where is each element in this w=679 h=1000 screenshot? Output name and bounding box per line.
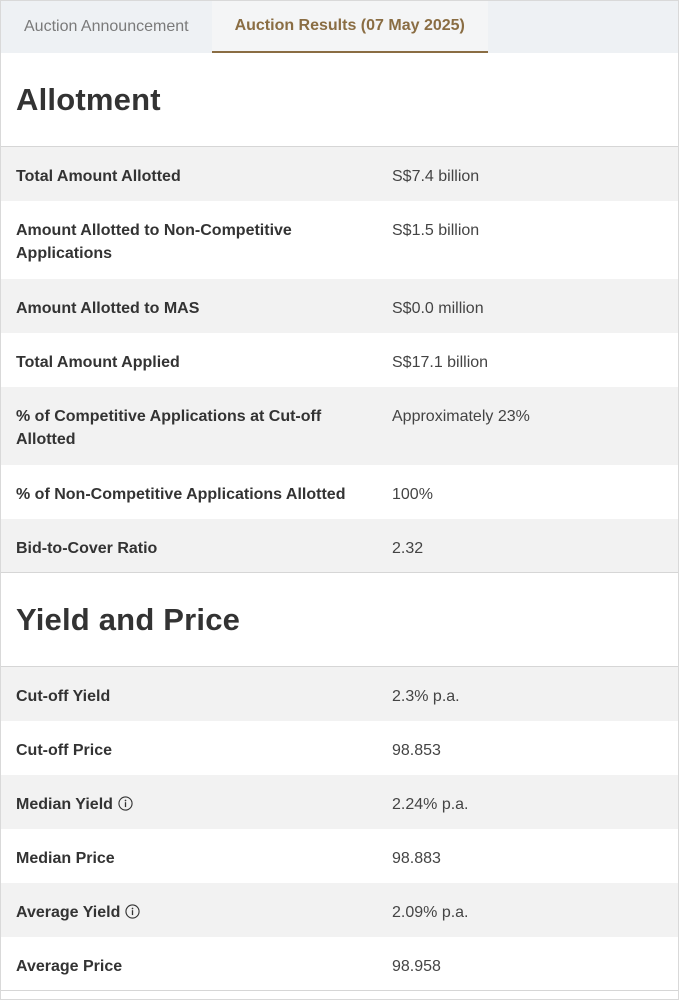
row-label-with-info: Median Yield xyxy=(1,793,392,829)
table-row: Median Price 98.883 xyxy=(1,829,678,883)
row-value: 98.958 xyxy=(392,958,441,975)
table-row: % of Competitive Applications at Cut-off… xyxy=(1,387,678,465)
row-label: Amount Allotted to MAS xyxy=(16,300,200,317)
table-row: Total Amount Applied S$17.1 billion xyxy=(1,333,678,387)
row-value: 2.3% p.a. xyxy=(392,688,460,705)
row-label: Median Price xyxy=(16,850,115,867)
row-label: Amount Allotted to Non-Competitive Appli… xyxy=(16,222,292,262)
row-label: Cut-off Price xyxy=(16,742,112,759)
table-row: Average Yield 2.09% p.a. xyxy=(1,883,678,937)
row-value: 98.883 xyxy=(392,850,441,867)
row-label: Total Amount Applied xyxy=(16,354,180,371)
tab-bar: Auction Announcement Auction Results (07… xyxy=(1,1,678,53)
table-row: Amount Allotted to MAS S$0.0 million xyxy=(1,279,678,333)
tab-auction-announcement[interactable]: Auction Announcement xyxy=(24,18,189,35)
tab-auction-results[interactable]: Auction Results (07 May 2025) xyxy=(211,1,488,53)
allotment-table: Total Amount Allotted S$7.4 billion Amou… xyxy=(1,147,678,573)
row-label: Average Price xyxy=(16,958,123,975)
row-label: Median Yield xyxy=(16,796,113,813)
allotment-section-header: Allotment xyxy=(1,53,678,147)
yield-price-heading: Yield and Price xyxy=(16,601,241,637)
info-circle-icon[interactable] xyxy=(125,904,140,919)
yield-price-table: Cut-off Yield 2.3% p.a. Cut-off Price 98… xyxy=(1,667,678,991)
row-value: S$17.1 billion xyxy=(392,354,489,371)
table-row: Total Amount Allotted S$7.4 billion xyxy=(1,147,678,201)
row-value: 2.32 xyxy=(392,540,424,557)
row-label-with-info: Average Yield xyxy=(1,901,392,937)
row-value: S$7.4 billion xyxy=(392,168,480,185)
row-value: S$1.5 billion xyxy=(392,222,480,239)
row-label: % of Competitive Applications at Cut-off… xyxy=(16,408,322,448)
row-label: Bid-to-Cover Ratio xyxy=(16,540,158,557)
yield-price-section-header: Yield and Price xyxy=(1,573,678,667)
row-value: 98.853 xyxy=(392,742,441,759)
row-label: Cut-off Yield xyxy=(16,688,111,705)
table-row: Average Price 98.958 xyxy=(1,937,678,991)
row-label: Total Amount Allotted xyxy=(16,168,181,185)
row-label: % of Non-Competitive Applications Allott… xyxy=(16,486,346,503)
allotment-heading: Allotment xyxy=(16,81,161,117)
table-row: % of Non-Competitive Applications Allott… xyxy=(1,465,678,519)
row-value: S$0.0 million xyxy=(392,300,484,317)
row-value: 2.24% p.a. xyxy=(392,796,469,813)
row-value: 2.09% p.a. xyxy=(392,904,469,921)
row-label: Average Yield xyxy=(16,904,121,921)
info-circle-icon[interactable] xyxy=(118,796,133,811)
table-row: Bid-to-Cover Ratio 2.32 xyxy=(1,519,678,573)
row-value: Approximately 23% xyxy=(392,408,530,425)
table-row: Cut-off Price 98.853 xyxy=(1,721,678,775)
table-row: Median Yield 2.24% p.a. xyxy=(1,775,678,829)
table-row: Cut-off Yield 2.3% p.a. xyxy=(1,667,678,721)
row-value: 100% xyxy=(392,486,433,503)
table-row: Amount Allotted to Non-Competitive Appli… xyxy=(1,201,678,279)
